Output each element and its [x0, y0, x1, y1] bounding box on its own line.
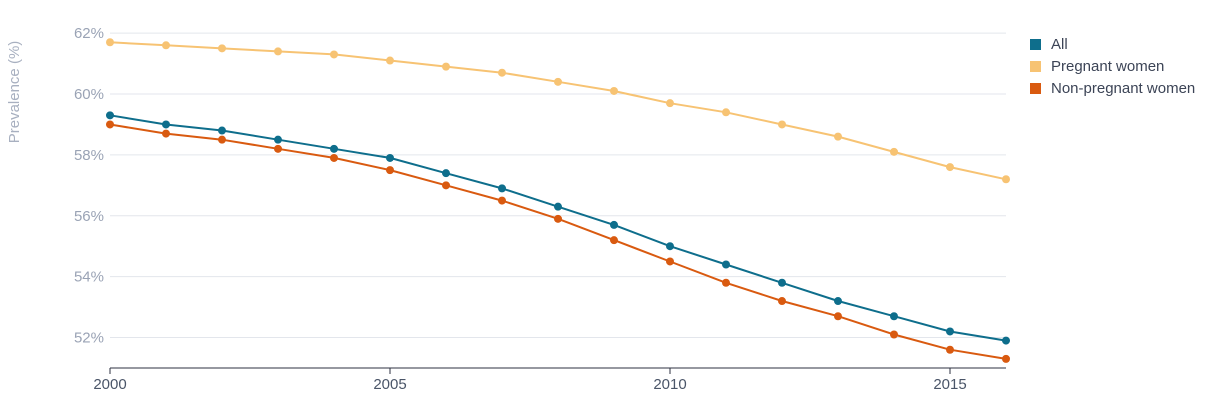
x-tick-label: 2015	[933, 376, 966, 393]
data-point-pregnant-women[interactable]	[386, 56, 394, 65]
data-point-all[interactable]	[330, 144, 338, 153]
legend-swatch	[1030, 82, 1041, 94]
y-tick-label: 54%	[74, 269, 104, 286]
data-point-all[interactable]	[106, 111, 114, 120]
data-point-pregnant-women[interactable]	[666, 99, 674, 108]
data-point-pregnant-women[interactable]	[442, 62, 450, 71]
data-point-non-pregnant-women[interactable]	[330, 153, 338, 162]
data-point-all[interactable]	[1002, 336, 1010, 345]
data-point-non-pregnant-women[interactable]	[274, 144, 282, 153]
data-point-non-pregnant-women[interactable]	[610, 236, 618, 245]
data-point-non-pregnant-women[interactable]	[666, 257, 674, 266]
y-tick-label: 62%	[74, 25, 104, 42]
legend-item[interactable]: All	[1030, 33, 1195, 55]
y-tick-label: 56%	[74, 208, 104, 225]
y-tick-label: 60%	[74, 86, 104, 103]
data-point-pregnant-women[interactable]	[1002, 175, 1010, 184]
legend-label: Non-pregnant women	[1051, 79, 1196, 97]
data-point-pregnant-women[interactable]	[722, 108, 730, 117]
data-point-all[interactable]	[218, 126, 226, 135]
data-point-all[interactable]	[722, 260, 730, 269]
data-point-pregnant-women[interactable]	[946, 163, 954, 172]
x-tick-label: 2010	[653, 376, 686, 393]
x-tick-label: 2005	[373, 376, 406, 393]
data-point-non-pregnant-women[interactable]	[890, 330, 898, 339]
series-line-non-pregnant-women	[109, 123, 1007, 360]
legend-label: All	[1051, 35, 1068, 53]
data-point-non-pregnant-women[interactable]	[722, 278, 730, 287]
data-point-all[interactable]	[162, 120, 170, 129]
data-point-non-pregnant-women[interactable]	[498, 196, 506, 205]
data-point-non-pregnant-women[interactable]	[778, 297, 786, 306]
series-line-pregnant-women	[109, 41, 1007, 181]
data-point-non-pregnant-women[interactable]	[834, 312, 842, 321]
data-point-all[interactable]	[442, 169, 450, 178]
data-point-pregnant-women[interactable]	[162, 41, 170, 50]
data-point-all[interactable]	[498, 184, 506, 193]
series-pregnant-women	[106, 38, 1010, 184]
data-point-all[interactable]	[778, 278, 786, 287]
legend-item[interactable]: Pregnant women	[1030, 55, 1195, 77]
legend-item[interactable]: Non-pregnant women	[1030, 77, 1195, 99]
data-point-non-pregnant-women[interactable]	[442, 181, 450, 190]
series-line-all	[109, 114, 1007, 342]
y-tick-label: 52%	[74, 330, 104, 347]
data-point-pregnant-women[interactable]	[834, 132, 842, 141]
legend: All Pregnant women Non-pregnant women	[1030, 33, 1195, 99]
data-point-non-pregnant-women[interactable]	[946, 345, 954, 354]
legend-swatch	[1030, 38, 1041, 50]
data-point-all[interactable]	[946, 327, 954, 336]
series-all	[106, 111, 1010, 345]
data-point-all[interactable]	[834, 297, 842, 306]
data-point-pregnant-women[interactable]	[554, 77, 562, 86]
data-point-pregnant-women[interactable]	[106, 38, 114, 47]
series-group	[106, 38, 1010, 363]
x-tick-label: 2000	[93, 376, 126, 393]
data-point-pregnant-women[interactable]	[218, 44, 226, 53]
data-point-pregnant-women[interactable]	[498, 68, 506, 77]
data-point-all[interactable]	[274, 135, 282, 144]
data-point-all[interactable]	[554, 202, 562, 211]
data-point-pregnant-women[interactable]	[778, 120, 786, 129]
data-point-non-pregnant-women[interactable]	[554, 214, 562, 223]
data-point-non-pregnant-women[interactable]	[106, 120, 114, 129]
legend-label: Pregnant women	[1051, 57, 1165, 75]
x-axis-ticks: 2000 2005 2010 2015	[93, 368, 967, 393]
data-point-all[interactable]	[666, 242, 674, 251]
data-point-pregnant-women[interactable]	[274, 47, 282, 56]
data-point-non-pregnant-women[interactable]	[386, 166, 394, 175]
data-point-pregnant-women[interactable]	[610, 86, 618, 95]
y-axis-title: Prevalence (%)	[6, 41, 23, 144]
data-point-all[interactable]	[610, 220, 618, 229]
data-point-non-pregnant-women[interactable]	[1002, 354, 1010, 363]
y-axis-ticks: 52% 54% 56% 58% 60% 62%	[74, 25, 104, 346]
data-point-pregnant-women[interactable]	[330, 50, 338, 59]
legend-swatch	[1030, 60, 1041, 72]
data-point-non-pregnant-women[interactable]	[162, 129, 170, 138]
data-point-non-pregnant-women[interactable]	[218, 135, 226, 144]
y-tick-label: 58%	[74, 147, 104, 164]
series-non-pregnant-women	[106, 120, 1010, 363]
data-point-all[interactable]	[890, 312, 898, 321]
data-point-all[interactable]	[386, 153, 394, 162]
data-point-pregnant-women[interactable]	[890, 147, 898, 156]
